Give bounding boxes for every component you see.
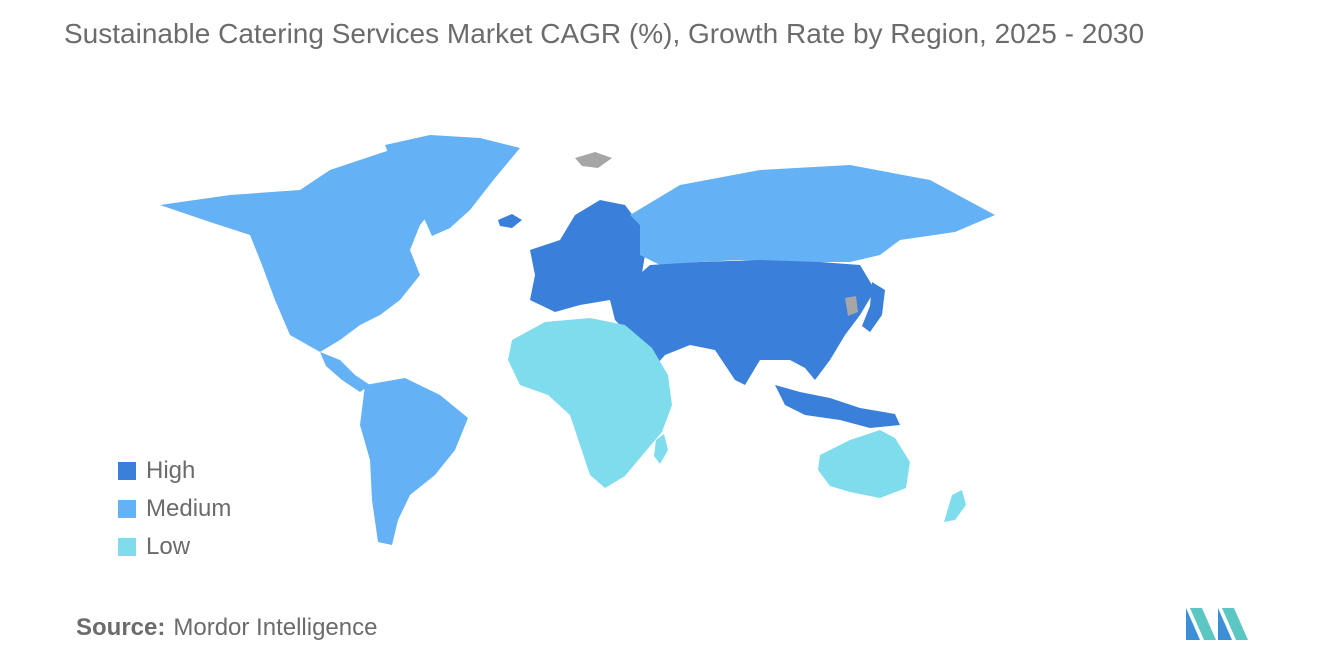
region-greenland [385,135,520,236]
region-japan [862,282,885,332]
legend-label-medium: Medium [146,495,232,522]
region-korea [845,296,858,316]
mordor-logo-icon [1186,608,1248,640]
chart-title: Sustainable Catering Services Market CAG… [64,18,1145,49]
source-line: Source: Mordor Intelligence [76,614,377,642]
region-australia [818,430,910,498]
region-europe [530,200,645,312]
source-label: Source: [76,614,166,641]
region-central-america [320,352,370,392]
region-russia [630,165,995,265]
region-new-zealand [944,490,966,522]
region-svalbard [575,152,612,168]
region-south-america [360,378,468,545]
region-africa [508,318,672,488]
legend-item-high: High [118,452,231,490]
legend-swatch-low [118,538,136,556]
legend-label-low: Low [146,533,191,560]
legend-swatch-high [118,462,136,480]
legend-label-high: High [146,457,196,484]
region-north-america [160,145,440,352]
legend: High Medium Low [118,452,231,566]
legend-item-medium: Medium [118,490,231,528]
legend-item-low: Low [118,528,231,566]
legend-swatch-medium [118,500,136,518]
region-asia [610,260,875,385]
region-iceland [498,214,522,228]
region-southeast-asia [775,385,900,428]
source-value: Mordor Intelligence [173,614,378,641]
region-madagascar [654,434,668,464]
